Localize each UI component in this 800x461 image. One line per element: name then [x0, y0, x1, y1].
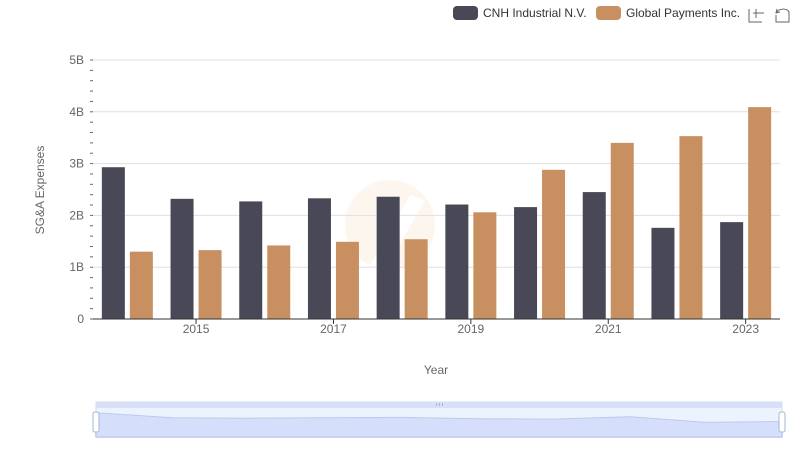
data-zoom-left-handle[interactable]	[92, 411, 100, 433]
data-zoom-move-handle-icon[interactable]	[436, 403, 443, 406]
data-zoom-slider[interactable]	[92, 401, 786, 438]
y-tick-label: 2B	[69, 208, 84, 222]
bar-cnh-2023[interactable]	[720, 222, 744, 319]
y-tick-label: 0	[77, 312, 84, 326]
bar-cnh-2021[interactable]	[582, 192, 606, 319]
legend-label-gpn[interactable]: Global Payments Inc.	[626, 6, 740, 20]
bar-gpn-2015[interactable]	[198, 250, 222, 319]
bar-cnh-2018[interactable]	[376, 196, 400, 319]
bar-gpn-2021[interactable]	[610, 142, 634, 319]
zoom-reset-icon[interactable]	[775, 8, 790, 23]
bar-gpn-2023[interactable]	[748, 107, 772, 319]
bar-gpn-2014[interactable]	[129, 251, 153, 319]
legend-label-cnh[interactable]: CNH Industrial N.V.	[483, 6, 587, 20]
bar-gpn-2017[interactable]	[335, 241, 359, 319]
y-tick-label: 5B	[69, 53, 84, 67]
y-tick-label: 4B	[69, 105, 84, 119]
data-zoom-right-handle[interactable]	[778, 411, 786, 433]
x-tick-label: 2019	[457, 322, 484, 336]
bar-cnh-2019[interactable]	[445, 204, 469, 319]
grid-lines	[93, 59, 780, 268]
y-tick-label: 3B	[69, 157, 84, 171]
bar-cnh-2020[interactable]	[514, 207, 538, 319]
bar-gpn-2016[interactable]	[267, 245, 291, 319]
legend-swatch-gpn	[596, 6, 621, 20]
zoom-in-icon[interactable]	[748, 9, 764, 23]
y-axis-title: SG&A Expenses	[33, 146, 47, 235]
x-tick-label: 2021	[595, 322, 622, 336]
bars	[101, 107, 772, 319]
x-axis-title: Year	[424, 363, 448, 377]
bar-gpn-2022[interactable]	[679, 136, 703, 319]
bar-cnh-2014[interactable]	[101, 167, 125, 319]
legend[interactable]: CNH Industrial N.V. Global Payments Inc.	[453, 6, 740, 20]
y-axis-ticks: 0 1B 2B 3B 4B 5B	[69, 53, 84, 326]
bar-cnh-2015[interactable]	[170, 198, 194, 319]
bar-cnh-2016[interactable]	[239, 201, 263, 319]
y-tick-label: 1B	[69, 260, 84, 274]
bar-gpn-2019[interactable]	[473, 212, 497, 319]
legend-swatch-cnh	[453, 6, 478, 20]
bar-gpn-2018[interactable]	[404, 239, 428, 319]
bar-cnh-2022[interactable]	[651, 227, 675, 319]
bar-cnh-2017[interactable]	[307, 198, 331, 319]
y-minor-ticks	[90, 59, 93, 320]
x-axis-ticks: 2015 2017 2019 2021 2023	[183, 319, 759, 336]
x-tick-label: 2015	[183, 322, 210, 336]
x-tick-label: 2017	[320, 322, 347, 336]
x-tick-label: 2023	[732, 322, 759, 336]
bar-gpn-2020[interactable]	[542, 169, 566, 319]
